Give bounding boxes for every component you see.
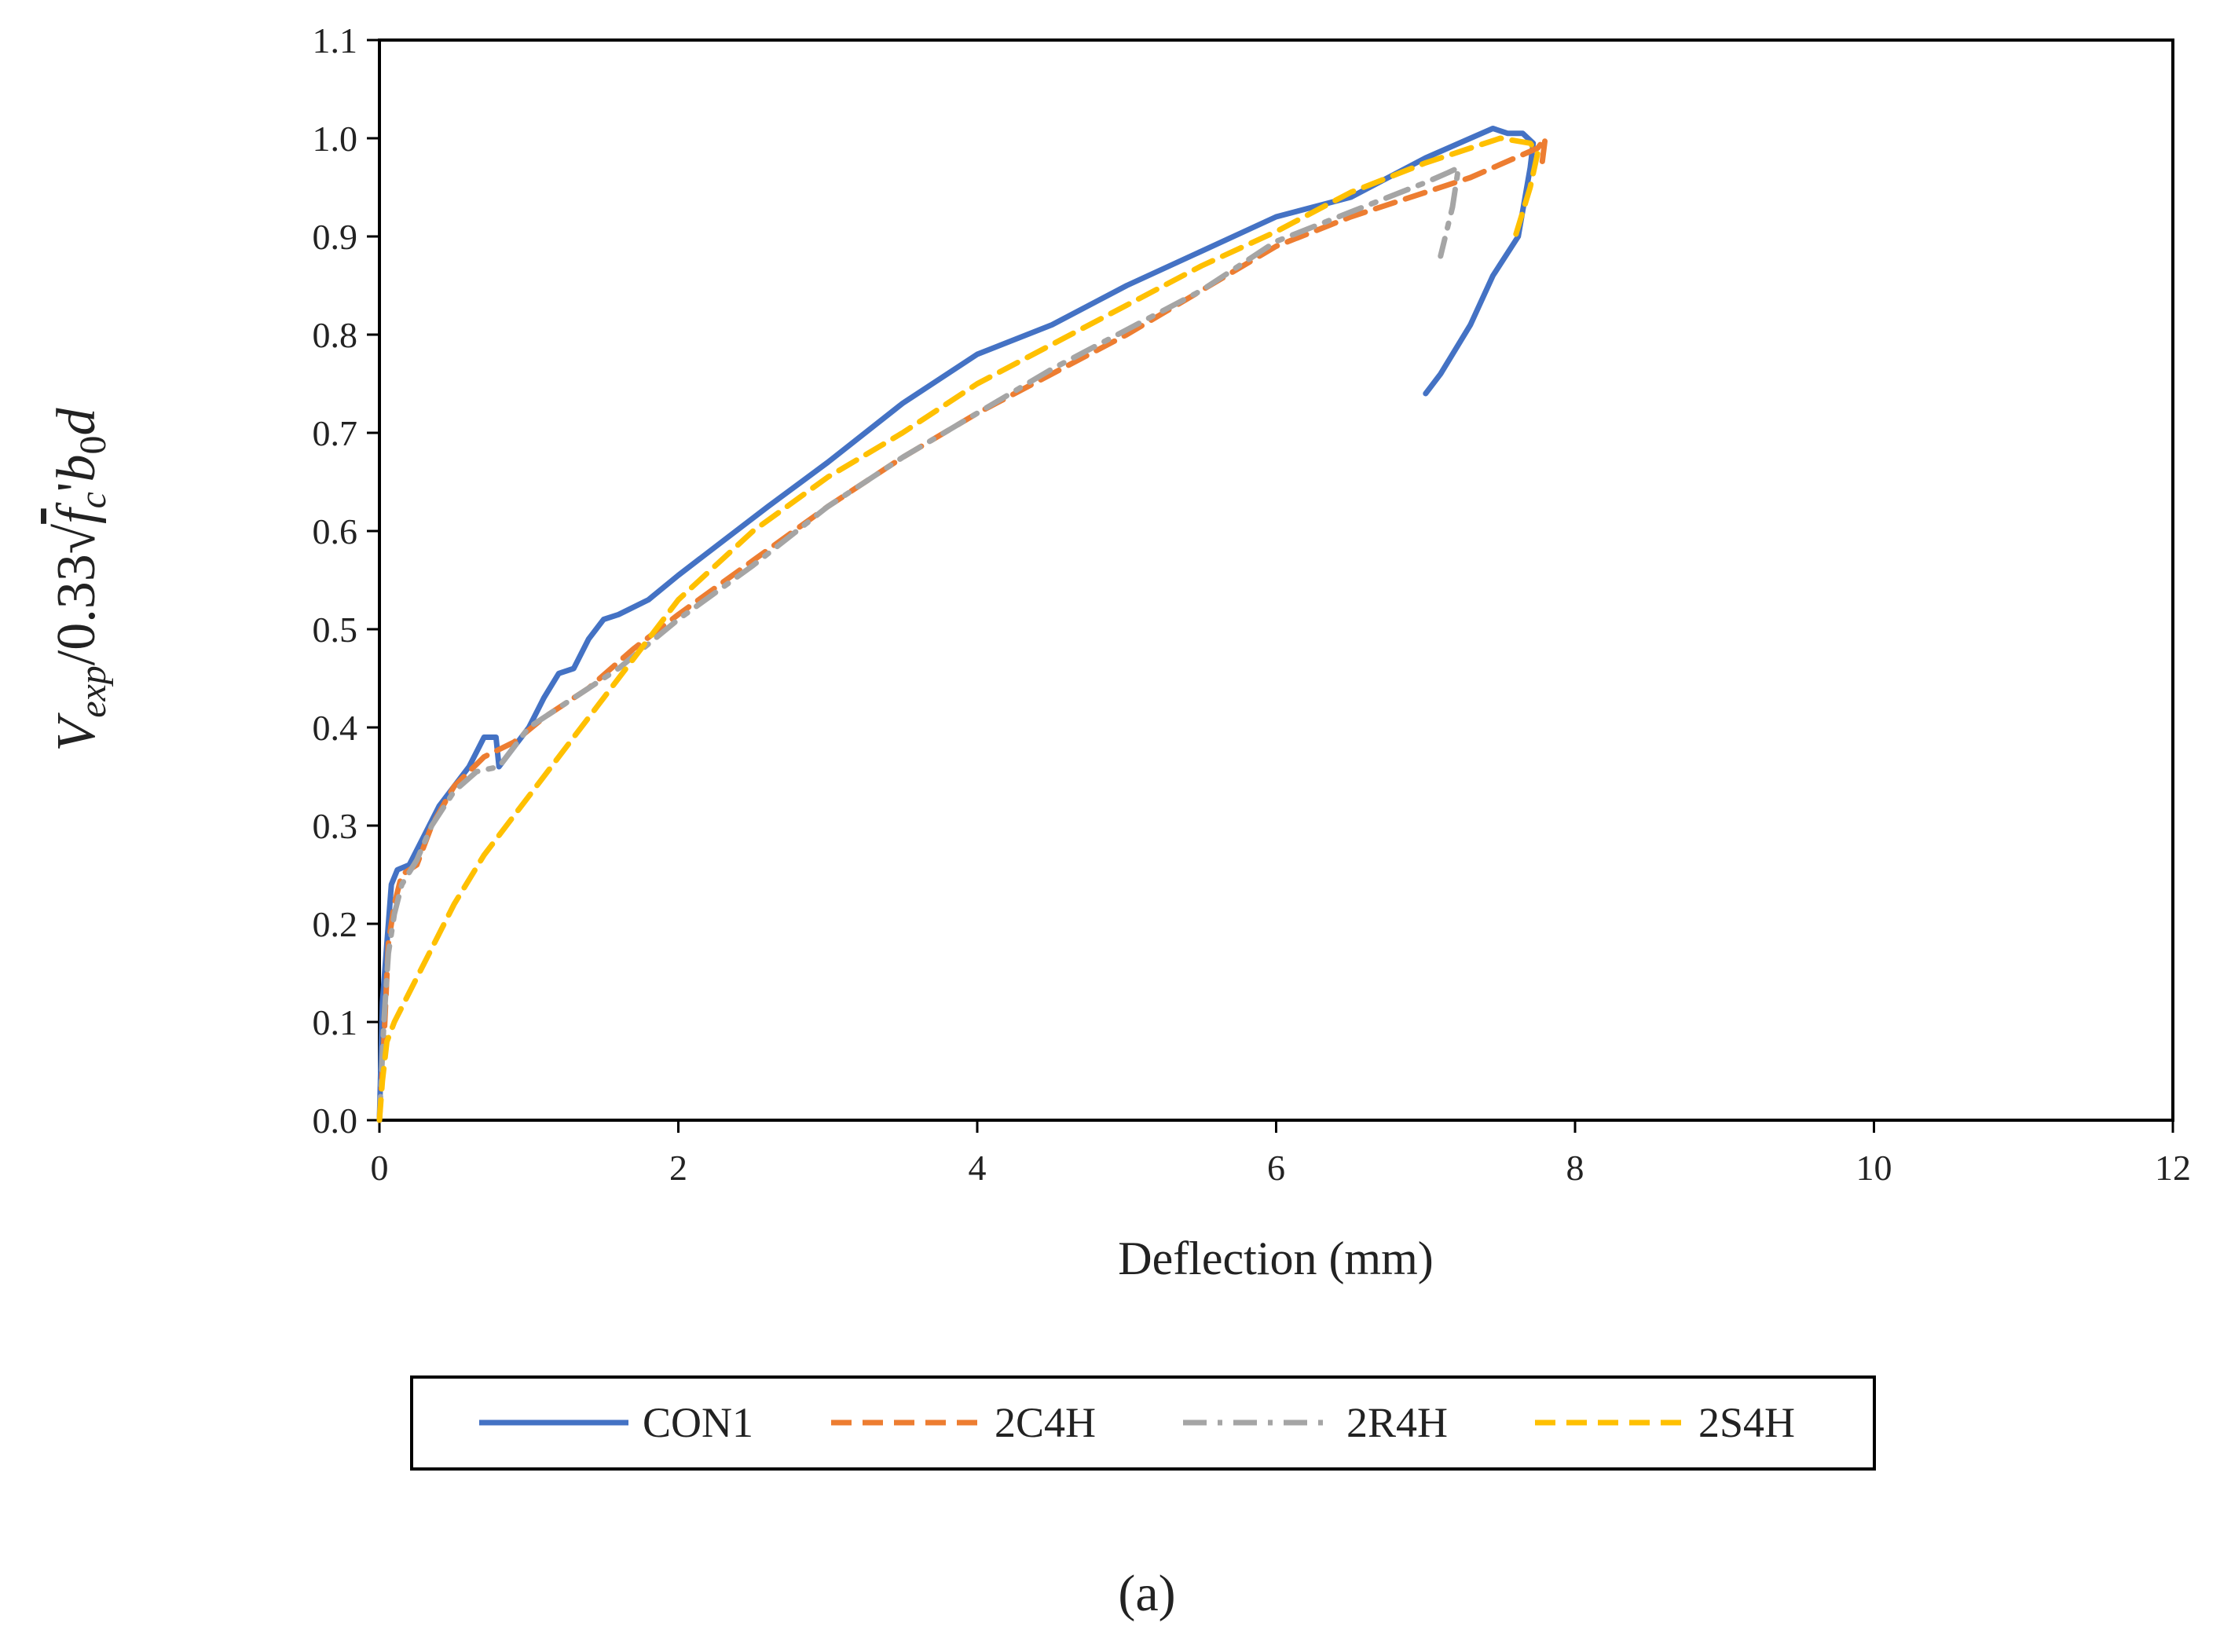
series-line-2r4h [376, 165, 1462, 1123]
y-tick-label: 1.1 [313, 20, 358, 60]
x-axis-title: Deflection (mm) [1118, 1233, 1434, 1284]
legend: CON1 2C4H 2R4H 2S4H [410, 1375, 1876, 1471]
ylabel-tail-d: d [46, 407, 107, 435]
y-axis-title: Vexp/0.33√fc'b0d [46, 407, 114, 751]
series-line-2c4h [376, 135, 1548, 1123]
plot-area-frame [378, 38, 2174, 1122]
legend-label-2s4h: 2S4H [1698, 1399, 1795, 1446]
ylabel-radicand-sub: c [72, 492, 114, 508]
x-tick-label: 10 [1856, 1148, 1892, 1188]
y-tick-label: 1.0 [313, 119, 358, 159]
series-line-2s4h [376, 135, 1540, 1123]
svg-text:Vexp/0.33√fc'b0d: Vexp/0.33√fc'b0d [46, 407, 114, 751]
x-tick-label: 2 [669, 1148, 687, 1188]
ylabel-sub: exp [72, 665, 114, 718]
ylabel-base: V [46, 712, 107, 752]
y-tick-label: 0.3 [313, 806, 358, 846]
y-tick-label: 0.5 [313, 610, 358, 650]
data-series [376, 126, 1548, 1123]
y-tick-label: 0.4 [313, 708, 358, 748]
ylabel-tail-b: b [46, 454, 107, 482]
series-line-con1 [376, 126, 1537, 1123]
ylabel-prime: ' [46, 482, 107, 492]
figure-caption: (a) [1118, 1565, 1175, 1622]
legend-label-2r4h: 2R4H [1346, 1399, 1448, 1446]
y-tick-label: 0.0 [313, 1101, 358, 1141]
legend-label-2c4h: 2C4H [995, 1399, 1096, 1446]
x-tick-label: 0 [371, 1148, 389, 1188]
legend-frame [410, 1375, 1876, 1471]
y-tick-label: 0.8 [313, 315, 358, 355]
axis-ticks: 0 2 4 6 8 10 12 0.0 0.1 0.2 0.3 0.4 0.5 0.6 0.7 0.8 0.9 1… [313, 20, 2192, 1188]
ylabel-tail-sub: 0 [72, 435, 114, 454]
y-tick-label: 0.6 [313, 511, 358, 551]
y-tick-label: 0.9 [313, 217, 358, 257]
y-tick-label: 0.7 [313, 413, 358, 453]
y-tick-label: 0.1 [313, 1002, 358, 1042]
x-tick-label: 12 [2155, 1148, 2191, 1188]
ylabel-sqrt-sign: √ [46, 523, 107, 554]
legend-label-con1: CON1 [643, 1399, 753, 1446]
x-tick-label: 8 [1566, 1148, 1584, 1188]
x-tick-label: 6 [1267, 1148, 1285, 1188]
legend-items: CON1 2C4H 2R4H 2S4H [479, 1399, 1795, 1446]
x-tick-label: 4 [969, 1148, 987, 1188]
ylabel-mid: /0.33 [46, 554, 107, 665]
y-tick-label: 0.2 [313, 904, 358, 944]
